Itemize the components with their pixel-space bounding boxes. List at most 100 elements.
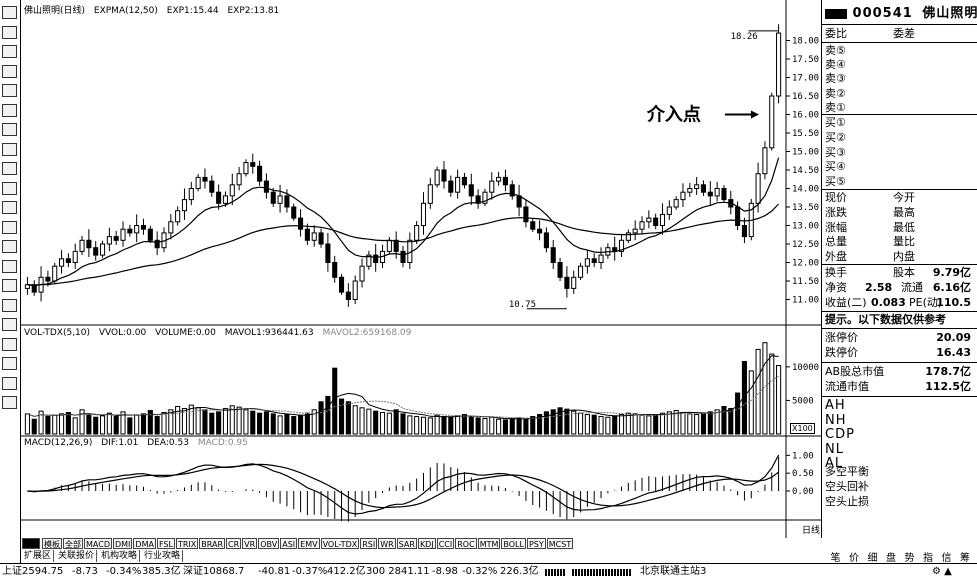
tab-vol-tdx[interactable]: VOL-TDX — [320, 538, 360, 549]
panel-tab-6[interactable]: 指 — [923, 553, 933, 564]
macd-value: MACD:0.95 — [197, 438, 248, 448]
panel-tab-1[interactable]: 笔 — [830, 553, 841, 564]
volume-bar — [345, 401, 351, 435]
move-icon[interactable] — [2, 357, 17, 370]
candle-body — [441, 169, 447, 182]
table-icon[interactable] — [2, 84, 17, 97]
tab-cci[interactable]: CCI — [436, 538, 455, 549]
hs300-index[interactable]: 300 2841.11 — [366, 566, 430, 577]
tab-wr[interactable]: WR — [378, 538, 396, 549]
volume-bar — [407, 415, 413, 435]
exp1-value: EXP1:15.44 — [166, 6, 219, 16]
limit-down-label: 跌停价 — [825, 346, 858, 359]
shares-label: 股本 — [893, 266, 915, 279]
ext-tab-2[interactable]: 关联报价 — [56, 550, 98, 562]
settings-icon[interactable]: ⚙ ▲ — [932, 566, 952, 577]
panel-tab-8[interactable]: 筹 — [960, 553, 970, 564]
tab-sar[interactable]: SAR — [396, 538, 417, 549]
volume-bar — [236, 406, 242, 435]
bars-icon[interactable] — [2, 220, 17, 234]
book-icon[interactable] — [2, 103, 17, 117]
tab-roc[interactable]: ROC — [455, 538, 477, 549]
tab-cr[interactable]: CR — [226, 538, 242, 549]
arrow-down-icon[interactable] — [2, 396, 17, 409]
candle-body — [373, 254, 379, 264]
news-icon[interactable] — [2, 162, 17, 175]
tab-dma[interactable]: DMA — [133, 538, 156, 549]
tab-color-icon[interactable] — [22, 538, 40, 549]
tab-macd[interactable]: MACD — [84, 538, 112, 549]
candle-body — [222, 195, 228, 204]
candle-body — [127, 228, 133, 234]
tab-fsl[interactable]: FSL — [156, 538, 175, 549]
panel-tab-2[interactable]: 价 — [849, 553, 859, 564]
sh-index[interactable]: 上证2594.75 — [2, 566, 64, 577]
calc-icon[interactable] — [2, 240, 17, 253]
candle-body — [530, 221, 536, 230]
candle-body — [134, 225, 140, 234]
shares-value: 9.79亿 — [932, 266, 971, 279]
panel-tab-bar: 笔价细盘势指信筹 — [822, 548, 977, 564]
ext-tab-3[interactable]: 机构攻略 — [99, 550, 141, 562]
tab-psy[interactable]: PSY — [526, 538, 546, 549]
candle-body — [154, 239, 160, 249]
panel-tab-3[interactable]: 细 — [867, 553, 878, 564]
tab-boll[interactable]: BOLL — [501, 538, 526, 549]
volume-bar — [728, 407, 734, 435]
volume-bar — [653, 414, 659, 435]
candle-body — [86, 239, 92, 249]
tab-dmi[interactable]: DMI — [112, 538, 133, 549]
tab-vr[interactable]: VR — [242, 538, 258, 549]
lock-icon[interactable] — [2, 279, 17, 292]
tab-mtm[interactable]: MTM — [477, 538, 501, 549]
stock-name: 佛山照明 — [922, 6, 977, 21]
ext-tab-1[interactable]: 扩展区 — [22, 550, 55, 562]
volume-bar — [475, 417, 481, 435]
grid-icon[interactable] — [2, 25, 17, 39]
tab-rsi[interactable]: RSI — [360, 538, 378, 549]
tab-asi[interactable]: ASI — [280, 538, 298, 549]
arrow-up-icon[interactable] — [2, 376, 17, 390]
candle-body — [352, 280, 358, 300]
doc-icon[interactable] — [2, 318, 17, 331]
volume-bar — [618, 414, 625, 435]
ext-tab-4[interactable]: 行业攻略 — [142, 550, 184, 562]
server-name[interactable]: 北京联通主站3 — [640, 566, 707, 577]
netasset-label: 净资 — [825, 281, 847, 294]
divider — [822, 264, 977, 265]
indicator-name: EXPMA(12,50) — [93, 6, 158, 16]
chart-icon[interactable] — [2, 64, 17, 78]
candle-body — [345, 291, 351, 301]
signal-2: 空头回补 — [825, 480, 869, 493]
tools-icon[interactable] — [2, 259, 17, 273]
tab-brar[interactable]: BRAR — [199, 538, 226, 549]
cycle-icon[interactable] — [2, 123, 17, 136]
tab-trix[interactable]: TRIX — [175, 538, 199, 549]
panel-tab-5[interactable]: 势 — [904, 553, 915, 564]
sz-index[interactable]: 深证10868.7 — [183, 566, 245, 577]
card-icon[interactable] — [2, 181, 17, 195]
tab-kdj[interactable]: KDJ — [417, 538, 436, 549]
daily-period-label[interactable]: 日线 — [802, 526, 821, 536]
candle-body — [427, 184, 433, 204]
tab-obv[interactable]: OBV — [258, 538, 280, 549]
tab-模板[interactable]: 模板 — [42, 538, 62, 549]
tab-emv[interactable]: EMV — [298, 538, 320, 549]
compass-icon[interactable] — [2, 298, 17, 312]
logo-icon[interactable] — [2, 6, 17, 19]
candle-body — [721, 188, 727, 201]
signal-3: 空头止损 — [825, 495, 869, 508]
panel-tab-7[interactable]: 信 — [941, 553, 952, 564]
pie-icon[interactable] — [2, 142, 17, 156]
hs300-pct: -0.32% — [462, 566, 498, 577]
tab-mcst[interactable]: MCST — [546, 538, 574, 549]
candle-body — [298, 217, 304, 230]
pen-icon[interactable] — [2, 337, 17, 351]
price-tick-label: 13.50 — [792, 203, 819, 213]
list-icon[interactable] — [2, 45, 17, 58]
layout-icon[interactable] — [2, 201, 17, 214]
panel-tab-4[interactable]: 盘 — [886, 553, 896, 564]
stock-chart-svg[interactable]: 18.00 17.50 17.00 16.50 16.00 15.50 15.00 14.50… — [20, 0, 821, 538]
tab-全部[interactable]: 全部 — [63, 538, 83, 549]
volume-bar — [31, 418, 37, 435]
